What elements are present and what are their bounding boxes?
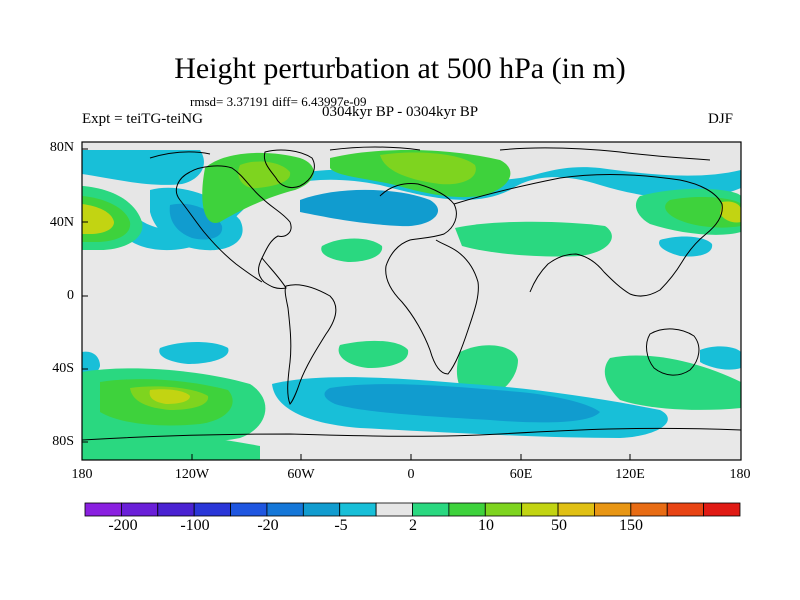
lon-tick-0: 0 bbox=[407, 467, 415, 482]
contour-south-pacific-east-positive bbox=[604, 355, 741, 410]
colorbar-swatch bbox=[557, 502, 595, 517]
colorbar-label-10: 10 bbox=[478, 517, 494, 534]
contour-greenland-core bbox=[238, 161, 291, 189]
colorbar-swatch bbox=[521, 502, 559, 517]
colorbar-label-minus200: -200 bbox=[108, 517, 138, 534]
lon-tick-60w: 60W bbox=[287, 467, 315, 482]
colorbar-swatch bbox=[484, 502, 523, 517]
lat-tick-equator: 0 bbox=[67, 288, 74, 303]
colorbar-label-minus100: -100 bbox=[180, 517, 210, 534]
axis-ticks bbox=[82, 148, 631, 460]
colorbar-swatch bbox=[375, 502, 413, 517]
contour-nw-europe-ring bbox=[318, 148, 524, 186]
season-label: DJF bbox=[708, 111, 734, 127]
colorbar-swatch bbox=[448, 502, 486, 517]
colorbar bbox=[84, 502, 741, 517]
colorbar-label-150: 150 bbox=[619, 517, 643, 534]
contour-pacific-max bbox=[720, 201, 741, 223]
contour-europe-core bbox=[380, 152, 476, 185]
contour-west-pacific-negative bbox=[659, 236, 713, 257]
colorbar-label-minus5: -5 bbox=[334, 517, 348, 534]
period-label: 0304kyr BP - 0304kyr BP bbox=[322, 104, 479, 120]
colorbar-swatch bbox=[630, 502, 668, 517]
colorbar-swatch bbox=[84, 502, 122, 517]
lon-tick-180e: 180 bbox=[729, 467, 751, 482]
colorbar-swatch bbox=[302, 502, 341, 517]
lon-tick-120w: 120W bbox=[174, 467, 210, 482]
coast-australia bbox=[646, 328, 700, 376]
contour-asia-positive bbox=[455, 221, 612, 257]
experiment-label: Expt = teiTG-teiNG bbox=[82, 111, 203, 127]
lon-tick-180w: 180 bbox=[71, 467, 93, 482]
contour-tasman-negative bbox=[700, 346, 741, 370]
lon-tick-60e: 60E bbox=[509, 467, 533, 482]
contour-south-atlantic-positive bbox=[338, 340, 409, 368]
lat-tick-40s: 40S bbox=[52, 361, 74, 376]
colorbar-swatch bbox=[266, 502, 304, 517]
contour-southern-ocean-core bbox=[324, 384, 600, 423]
colorbar-label-minus20: -20 bbox=[257, 517, 279, 534]
coast-eurasia bbox=[453, 173, 723, 297]
contour-south-pacific-max bbox=[149, 389, 190, 404]
colorbar-swatch bbox=[193, 502, 231, 517]
lat-tick-80n: 80N bbox=[49, 140, 74, 155]
coast-antarctica bbox=[82, 427, 741, 441]
colorbar-label-50: 50 bbox=[551, 517, 567, 534]
contour-antarctic-positive bbox=[82, 420, 260, 460]
contour-nh-core bbox=[300, 189, 439, 227]
coast-south-america bbox=[284, 284, 337, 405]
colorbar-swatch bbox=[230, 502, 268, 517]
coast-arctic bbox=[149, 146, 711, 161]
map-title: Height perturbation at 500 hPa (in m) bbox=[174, 52, 626, 85]
lon-tick-120e: 120E bbox=[615, 467, 645, 482]
coast-greenland bbox=[263, 149, 315, 189]
map-plot-area bbox=[82, 142, 741, 460]
lat-tick-40n: 40N bbox=[49, 215, 74, 230]
colorbar-swatch bbox=[120, 502, 159, 517]
stats-label: rmsd= 3.37191 diff= 6.43997e-09 bbox=[190, 94, 367, 109]
contour-atlantic-positive bbox=[321, 238, 383, 262]
contour-north-pacific-negative bbox=[82, 150, 204, 185]
colorbar-swatch bbox=[412, 502, 450, 517]
lat-tick-80s: 80S bbox=[52, 434, 74, 449]
colorbar-swatch bbox=[594, 502, 632, 517]
colorbar-swatch bbox=[703, 502, 741, 517]
colorbar-swatch bbox=[339, 502, 377, 517]
colorbar-swatch bbox=[666, 502, 705, 517]
coast-north-america bbox=[175, 165, 292, 289]
colorbar-label-2: 2 bbox=[409, 517, 417, 534]
coastlines bbox=[82, 146, 741, 441]
colorbar-swatch bbox=[157, 502, 195, 517]
contour-dateline-core bbox=[82, 204, 114, 234]
contour-south-pacific-negative bbox=[159, 342, 229, 364]
